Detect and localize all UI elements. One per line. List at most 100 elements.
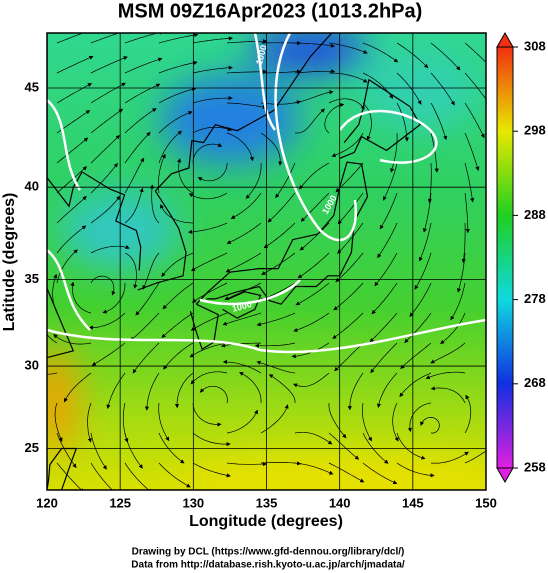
streamline: [333, 282, 364, 311]
streamline: [464, 102, 485, 139]
streamline: [390, 132, 398, 173]
streamline: [144, 372, 160, 411]
streamline: [158, 462, 191, 488]
streamline: [192, 432, 231, 447]
x-tick-label: 120: [36, 495, 58, 510]
x-tick-label: 125: [109, 495, 131, 510]
colorbar-top-arrow: [496, 31, 514, 48]
streamline: [337, 192, 364, 225]
streamline: [90, 56, 128, 74]
streamline: [90, 33, 120, 44]
streamline: [124, 108, 157, 134]
streamline: [294, 431, 333, 445]
streamline: [56, 166, 88, 194]
streamline: [414, 252, 432, 290]
streamline: [362, 432, 389, 464]
streamline: [197, 163, 228, 182]
isobar: [338, 109, 438, 164]
streamline: [158, 432, 185, 464]
streamline: [124, 462, 152, 490]
streamline: [362, 462, 398, 485]
streamline: [295, 282, 330, 306]
streamline: [383, 162, 398, 201]
streamline: [464, 450, 486, 464]
streamline: [90, 195, 121, 224]
streamline: [396, 72, 422, 105]
streamline: [430, 451, 469, 464]
streamline: [90, 135, 121, 164]
streamline: [102, 283, 126, 314]
streamline: [370, 342, 398, 374]
streamline: [87, 402, 92, 443]
streamline: [135, 282, 160, 316]
streamline: [47, 372, 58, 375]
streamline: [328, 432, 360, 460]
credit: Data from http://database.rish.kyoto-u.a…: [131, 560, 405, 571]
x-tick-label: 150: [475, 495, 497, 510]
streamline: [124, 432, 143, 469]
streamline: [328, 98, 365, 110]
x-tick-label: 130: [182, 495, 204, 510]
streamline: [56, 225, 87, 254]
colorbar-tick-label: 308: [524, 38, 546, 53]
streamline: [90, 108, 124, 134]
streamline: [300, 192, 330, 222]
streamline: [335, 252, 364, 283]
streamline: [64, 372, 92, 403]
streamline: [260, 461, 302, 466]
streamline: [260, 100, 301, 105]
streamline: [430, 386, 466, 404]
streamline: [56, 195, 87, 224]
streamline: [347, 372, 364, 411]
streamline: [362, 42, 399, 63]
streamline: [90, 462, 117, 490]
streamline: [53, 334, 92, 345]
streamline: [230, 192, 262, 219]
streamline: [192, 462, 231, 478]
streamline: [124, 83, 161, 104]
streamline: [189, 342, 228, 358]
streamline: [142, 252, 160, 290]
coastline: [47, 288, 75, 359]
streamline: [90, 432, 107, 470]
colorbar-bottom-arrow: [496, 467, 514, 484]
streamline: [222, 312, 262, 326]
streamline: [56, 33, 85, 44]
streamline: [299, 222, 330, 251]
streamline: [158, 60, 198, 74]
streamline: [226, 102, 267, 110]
streamline: [124, 252, 138, 289]
streamline: [409, 282, 432, 317]
streamline: [379, 192, 398, 230]
streamline: [430, 102, 448, 141]
isobar: [274, 33, 358, 242]
colorbar-tick-label: 288: [524, 207, 546, 222]
streamline: [294, 462, 334, 475]
streamline: [369, 312, 398, 343]
streamline: [177, 158, 194, 194]
streamline: [464, 394, 472, 434]
isobar: [253, 33, 277, 131]
coastline: [339, 78, 421, 159]
streamline: [192, 36, 233, 44]
streamline: [245, 162, 262, 199]
streamline: [267, 192, 296, 223]
streamline: [425, 371, 466, 380]
streamline: [161, 252, 194, 278]
streamline: [158, 402, 170, 442]
streamline: [56, 249, 78, 284]
streamline: [329, 72, 368, 83]
streamline: [149, 184, 160, 224]
streamline: [224, 282, 262, 301]
streamline: [332, 312, 364, 339]
streamline: [256, 360, 296, 374]
streamline: [90, 82, 126, 104]
streamline: [192, 142, 223, 164]
streamline: [130, 312, 160, 341]
streamline: [263, 222, 296, 249]
streamline: [464, 132, 480, 171]
streamline: [324, 102, 345, 134]
colorbar-tick-label: 258: [524, 459, 546, 474]
streamline: [226, 222, 262, 244]
